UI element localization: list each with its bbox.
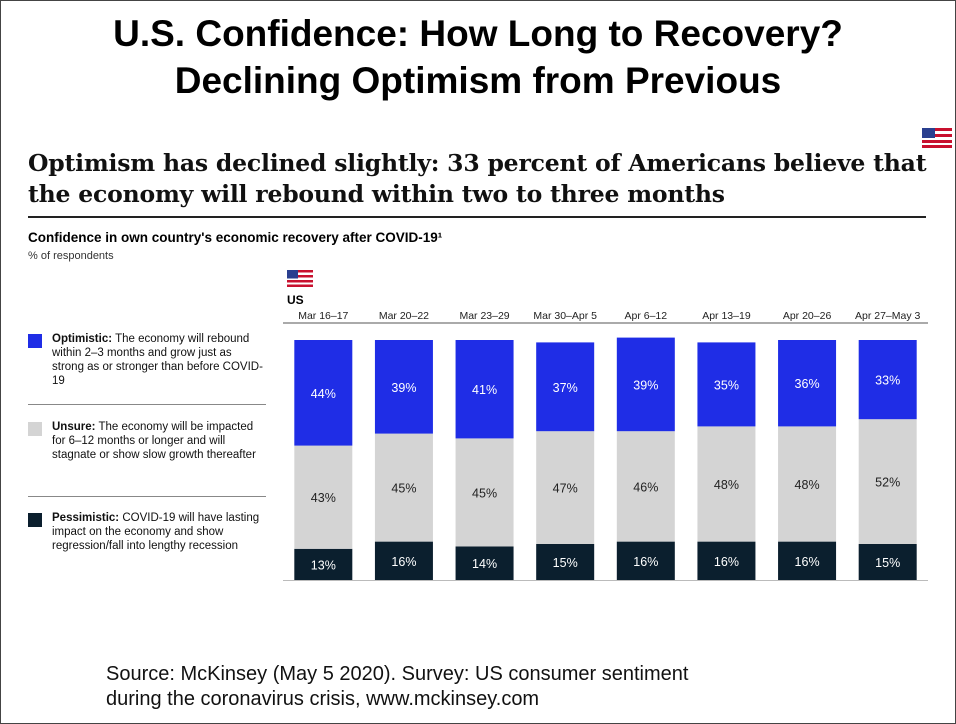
data-label-pessimistic: 16% bbox=[633, 555, 658, 569]
chart-header: US bbox=[287, 270, 313, 307]
data-label-optimistic: 37% bbox=[553, 381, 578, 395]
data-label-pessimistic: 14% bbox=[472, 557, 497, 571]
category-label: Mar 30–Apr 5 bbox=[533, 310, 597, 322]
bar-segment-optimistic bbox=[374, 340, 433, 434]
legend-swatch-optimistic bbox=[28, 334, 42, 348]
data-label-unsure: 45% bbox=[472, 486, 497, 500]
bar-segment-optimistic bbox=[778, 340, 837, 427]
chart-unit: % of respondents bbox=[28, 250, 114, 262]
legend-desc-optimistic: The economy will rebound within 2–3 mont… bbox=[52, 333, 263, 387]
data-label-pessimistic: 13% bbox=[311, 558, 336, 572]
bar-segment-pessimistic bbox=[858, 544, 917, 580]
bar-segment-pessimistic bbox=[455, 546, 514, 580]
bar-segment-optimistic bbox=[536, 342, 595, 432]
category-label: Apr 27–May 3 bbox=[855, 310, 921, 322]
bar-segment-optimistic bbox=[858, 340, 917, 420]
data-label-unsure: 48% bbox=[714, 478, 739, 492]
slide-title-line2: Declining Optimism from Previous bbox=[174, 60, 782, 101]
legend-label-pessimistic: Pessimistic: bbox=[52, 512, 120, 524]
category-label: Apr 6–12 bbox=[625, 310, 668, 322]
bar-segment-pessimistic bbox=[778, 541, 837, 580]
legend-unsure: Unsure: The economy will be impacted for… bbox=[28, 420, 268, 490]
legend-label-optimistic: Optimistic: bbox=[52, 333, 113, 345]
bar-segment-optimistic bbox=[455, 340, 514, 439]
category-label: Apr 13–19 bbox=[702, 310, 751, 322]
legend-divider bbox=[28, 404, 266, 405]
source-line2: during the coronavirus crisis, www.mckin… bbox=[106, 688, 540, 710]
source-line1: Source: McKinsey (May 5 2020). Survey: U… bbox=[106, 663, 689, 685]
bar-segment-unsure bbox=[697, 426, 756, 542]
bar-segment-pessimistic bbox=[374, 541, 433, 580]
source-note: Source: McKinsey (May 5 2020). Survey: U… bbox=[106, 662, 926, 712]
country-label: US bbox=[287, 293, 304, 307]
bar-segment-pessimistic bbox=[697, 541, 756, 580]
category-label: Apr 20–26 bbox=[783, 310, 832, 322]
data-label-optimistic: 39% bbox=[633, 378, 658, 392]
data-label-unsure: 47% bbox=[553, 482, 578, 496]
data-label-pessimistic: 15% bbox=[553, 556, 578, 570]
data-label-pessimistic: 16% bbox=[391, 555, 416, 569]
bar-segment-unsure bbox=[616, 431, 675, 542]
data-label-pessimistic: 16% bbox=[795, 555, 820, 569]
data-label-optimistic: 44% bbox=[311, 387, 336, 401]
bar-segment-unsure bbox=[294, 445, 353, 549]
legend-desc-pessimistic: COVID-19 will have lasting impact on the… bbox=[52, 512, 260, 552]
bar-segment-pessimistic bbox=[616, 541, 675, 580]
bar-segment-unsure bbox=[778, 426, 837, 542]
bar-segment-pessimistic bbox=[294, 548, 353, 580]
category-label: Mar 20–22 bbox=[379, 310, 429, 322]
slide-title-line1: U.S. Confidence: How Long to Recovery? bbox=[113, 13, 843, 54]
data-label-unsure: 43% bbox=[311, 491, 336, 505]
data-label-unsure: 46% bbox=[633, 480, 658, 494]
bar-segment-optimistic bbox=[294, 340, 353, 446]
data-label-optimistic: 39% bbox=[391, 381, 416, 395]
data-label-pessimistic: 15% bbox=[875, 556, 900, 570]
us-flag-small-icon bbox=[287, 270, 313, 287]
bar-segment-unsure bbox=[455, 438, 514, 547]
bar-segment-optimistic bbox=[697, 342, 756, 427]
category-label: Mar 23–29 bbox=[459, 310, 509, 322]
bar-segment-unsure bbox=[858, 419, 917, 544]
slide-title: U.S. Confidence: How Long to Recovery? D… bbox=[0, 10, 956, 104]
data-label-optimistic: 33% bbox=[875, 374, 900, 388]
bar-segment-optimistic bbox=[616, 337, 675, 432]
legend-divider bbox=[28, 496, 266, 497]
data-label-optimistic: 36% bbox=[795, 377, 820, 391]
us-flag-icon bbox=[922, 128, 952, 148]
legend-swatch-unsure bbox=[28, 422, 42, 436]
bar-segment-unsure bbox=[536, 431, 595, 544]
data-label-unsure: 48% bbox=[795, 478, 820, 492]
legend-optimistic: Optimistic: The economy will rebound wit… bbox=[28, 332, 268, 402]
category-label: Mar 16–17 bbox=[298, 310, 348, 322]
bar-segment-pessimistic bbox=[536, 544, 595, 580]
legend-swatch-pessimistic bbox=[28, 513, 42, 527]
legend-pessimistic: Pessimistic: COVID-19 will have lasting … bbox=[28, 511, 268, 581]
headline-rule bbox=[28, 216, 926, 218]
data-label-pessimistic: 16% bbox=[714, 555, 739, 569]
headline: Optimism has declined slightly: 33 perce… bbox=[28, 149, 927, 208]
legend-label-unsure: Unsure: bbox=[52, 421, 96, 433]
data-label-optimistic: 35% bbox=[714, 378, 739, 392]
data-label-unsure: 52% bbox=[875, 476, 900, 490]
data-label-optimistic: 41% bbox=[472, 383, 497, 397]
data-label-unsure: 45% bbox=[391, 482, 416, 496]
chart-title: Confidence in own country's economic rec… bbox=[28, 230, 443, 245]
legend-desc-unsure: The economy will be impacted for 6–12 mo… bbox=[52, 421, 256, 461]
bar-segment-unsure bbox=[374, 433, 433, 542]
